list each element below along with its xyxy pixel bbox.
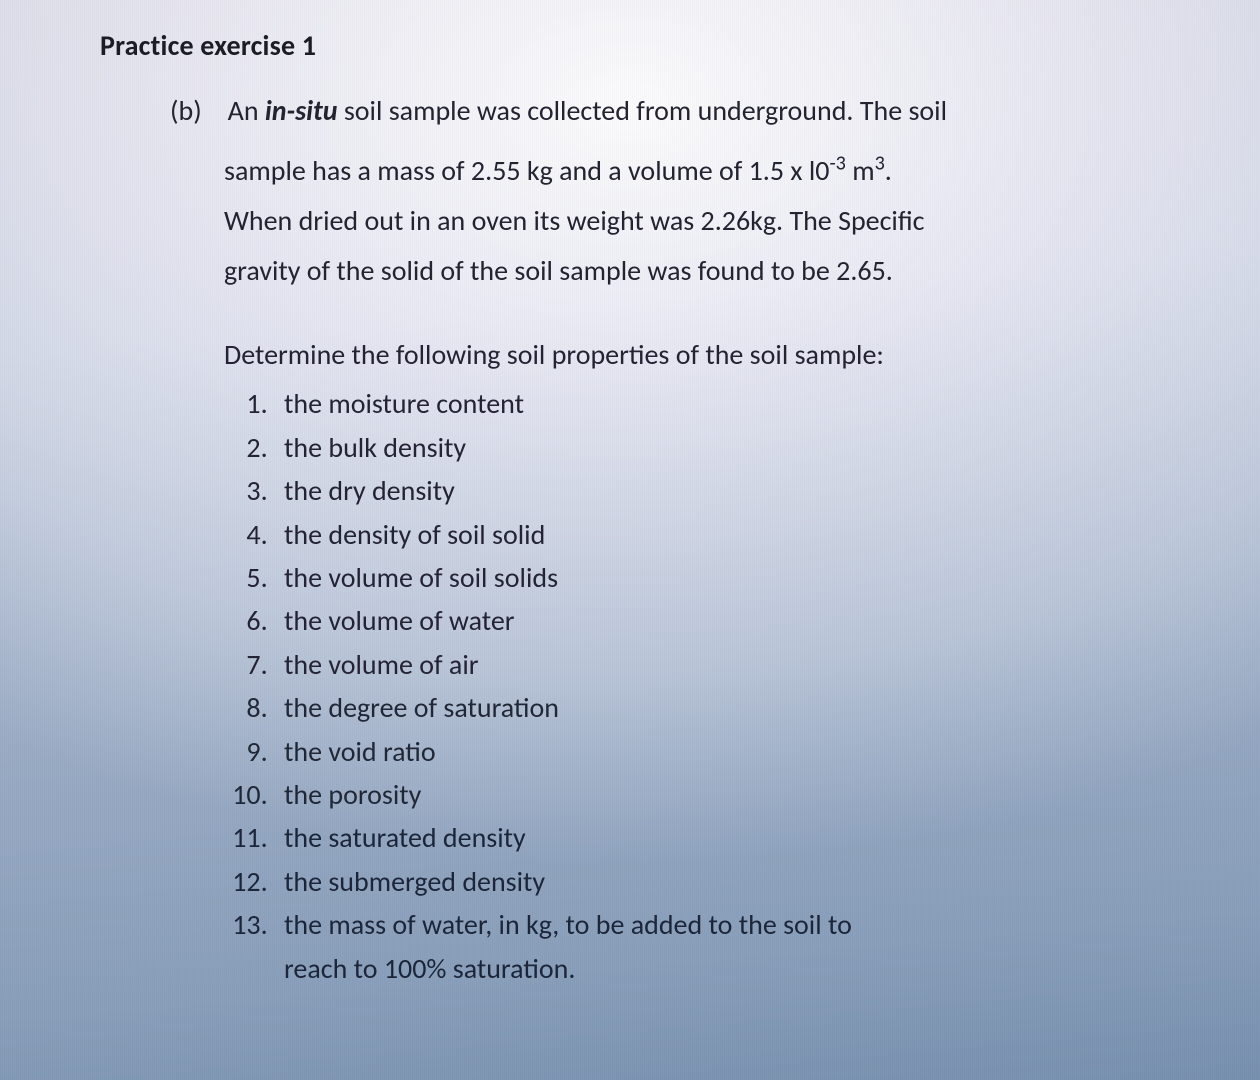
- prompt-l1-pre: An: [228, 93, 265, 128]
- prompt-line-1: An in-situ soil sample was collected fro…: [228, 93, 947, 128]
- list-item: the porosity: [274, 773, 1180, 816]
- list-item: the volume of air: [274, 643, 1180, 686]
- list-item: the moisture content: [274, 382, 1180, 425]
- determine-line: Determine the following soil properties …: [224, 337, 1180, 372]
- list-item: the bulk density: [274, 426, 1180, 469]
- prompt-l2-sup2: 3: [875, 152, 885, 176]
- problem-block: (b) An in-situ soil sample was collected…: [100, 93, 1180, 990]
- exercise-page: Practice exercise 1 (b) An in-situ soil …: [0, 0, 1260, 990]
- question-list: the moisture content the bulk density th…: [224, 382, 1180, 946]
- prompt-l1-emph: in-situ: [265, 93, 338, 128]
- prompt-l2-mid: m: [846, 153, 875, 188]
- prompt-l2-post: .: [885, 153, 892, 188]
- prompt-l2-sup1: -3: [829, 152, 845, 176]
- prompt-l2-pre: sample has a mass of 2.55 kg and a volum…: [224, 153, 829, 188]
- list-item: the void ratio: [274, 730, 1180, 773]
- exercise-title: Practice exercise 1: [100, 28, 1180, 63]
- part-label: (b): [170, 93, 224, 128]
- list-item: the volume of soil solids: [274, 556, 1180, 599]
- list-item: the submerged density: [274, 860, 1180, 903]
- list-item: the dry density: [274, 469, 1180, 512]
- list-item: the degree of saturation: [274, 686, 1180, 729]
- list-item: the saturated density: [274, 816, 1180, 859]
- item-13-continuation: reach to 100% saturation.: [284, 947, 1180, 990]
- list-item: the mass of water, in kg, to be added to…: [274, 903, 1180, 946]
- list-item: the volume of water: [274, 599, 1180, 642]
- list-item: the density of soil solid: [274, 513, 1180, 556]
- prompt-l4: gravity of the solid of the soil sample …: [224, 253, 893, 288]
- prompt-body: sample has a mass of 2.55 kg and a volum…: [224, 146, 1144, 295]
- prompt-l3: When dried out in an oven its weight was…: [224, 203, 925, 238]
- prompt-l1-post: soil sample was collected from undergrou…: [337, 93, 947, 128]
